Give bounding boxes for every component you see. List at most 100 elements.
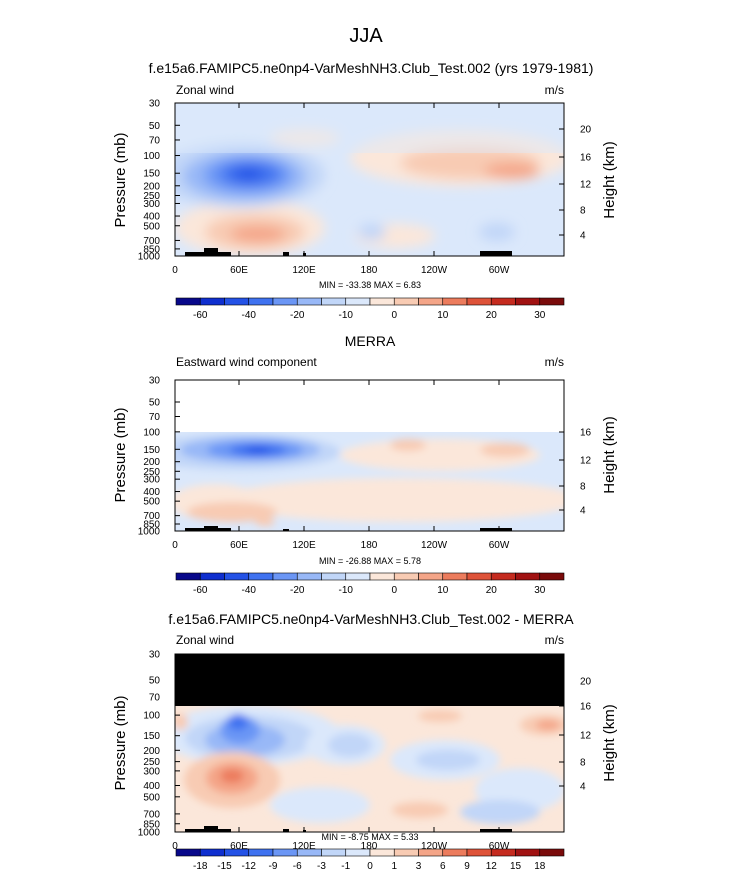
min-max-stats: MIN = -8.75 MAX = 5.33 xyxy=(321,832,418,842)
longitude-axis: 0 60E 120E 180 120W 60W xyxy=(172,103,510,276)
colorbar-box xyxy=(515,572,541,581)
min-max-stats: MIN = -26.88 MAX = 5.78 xyxy=(319,556,421,566)
contour-field xyxy=(175,706,564,832)
lon-tick-label: 180 xyxy=(361,265,378,276)
colorbar-label: -3 xyxy=(317,861,326,871)
lon-tick-label: 0 xyxy=(172,265,178,276)
colorbar-label: 20 xyxy=(486,585,498,596)
lon-tick-label: 180 xyxy=(361,540,378,551)
colorbar-box xyxy=(466,848,492,857)
colorbar-box xyxy=(296,297,322,306)
lon-tick-label: 120E xyxy=(292,265,316,276)
units-label: m/s xyxy=(545,633,564,647)
longitude-axis: 0 60E 120E 180 120W 60W xyxy=(172,654,510,852)
colorbar-label: -20 xyxy=(290,310,305,321)
colorbar-box xyxy=(272,572,298,581)
variable-label: Eastward wind component xyxy=(176,355,317,369)
height-tick-label: 12 xyxy=(580,456,592,467)
contour-field xyxy=(175,103,564,256)
colorbar-box xyxy=(224,572,250,581)
pressure-tick-label: 250 xyxy=(143,757,160,768)
colorbar-label: 0 xyxy=(391,310,397,321)
height-tick-label: 8 xyxy=(580,206,586,217)
pressure-tick-label: 150 xyxy=(143,169,160,180)
panel-difference: f.e15a6.FAMIPC5.ne0np4-VarMeshNH3.Club_T… xyxy=(112,611,618,871)
lon-tick-label: 60W xyxy=(489,841,510,852)
colorbar-box xyxy=(175,297,201,306)
colorbar-box xyxy=(175,848,201,857)
colorbar-label: -18 xyxy=(193,861,208,871)
pressure-tick-label: 850 xyxy=(143,244,160,255)
pressure-tick-label: 500 xyxy=(143,497,160,508)
pressure-tick-label: 850 xyxy=(143,520,160,531)
panel-model: f.e15a6.FAMIPC5.ne0np4-VarMeshNH3.Club_T… xyxy=(112,60,618,321)
colorbar-box xyxy=(296,572,322,581)
colorbar-box xyxy=(345,572,371,581)
colorbar-box xyxy=(490,572,516,581)
pressure-tick-label: 100 xyxy=(143,151,160,162)
colorbar-box xyxy=(418,572,444,581)
colorbar-box xyxy=(466,297,492,306)
pressure-tick-label: 400 xyxy=(143,781,160,792)
colorbar-label: 6 xyxy=(440,861,446,871)
lon-tick-label: 120E xyxy=(292,841,316,852)
topography-mask xyxy=(185,526,512,531)
colorbar-box xyxy=(369,297,395,306)
contour-field xyxy=(175,432,564,531)
lon-tick-label: 60W xyxy=(489,540,510,551)
height-tick-label: 8 xyxy=(580,758,586,769)
height-axis: 20 16 12 8 4 xyxy=(559,677,592,793)
pressure-tick-label: 70 xyxy=(149,412,161,423)
pressure-tick-label: 50 xyxy=(149,121,161,132)
lon-tick-label: 60W xyxy=(489,265,510,276)
panel-title: f.e15a6.FAMIPC5.ne0np4-VarMeshNH3.Club_T… xyxy=(168,611,574,627)
pressure-tick-label: 30 xyxy=(149,99,161,110)
colorbar-label: -6 xyxy=(293,861,302,871)
colorbar-box xyxy=(515,297,541,306)
panel-title: f.e15a6.FAMIPC5.ne0np4-VarMeshNH3.Club_T… xyxy=(149,60,594,76)
colorbar-box xyxy=(296,848,322,857)
colorbar-box xyxy=(539,297,565,306)
colorbar-label: -9 xyxy=(269,861,278,871)
pressure-tick-label: 200 xyxy=(143,746,160,757)
pressure-tick-label: 30 xyxy=(149,376,161,387)
colorbar-label: 10 xyxy=(437,585,449,596)
pressure-tick-label: 70 xyxy=(149,693,161,704)
y-axis-label: Pressure (mb) xyxy=(112,132,129,227)
pressure-tick-label: 300 xyxy=(143,199,160,210)
pressure-tick-label: 300 xyxy=(143,766,160,777)
height-tick-label: 12 xyxy=(580,180,592,191)
colorbar-label: -1 xyxy=(341,861,350,871)
lon-tick-label: 120W xyxy=(421,265,448,276)
lon-tick-label: 120E xyxy=(292,540,316,551)
colorbar-label: 30 xyxy=(534,310,546,321)
pressure-tick-label: 250 xyxy=(143,467,160,478)
colorbar-box xyxy=(321,297,347,306)
pressure-tick-label: 500 xyxy=(143,221,160,232)
pressure-tick-label: 150 xyxy=(143,445,160,456)
colorbar-label: -15 xyxy=(217,861,232,871)
colorbar: -60 -40 -20 -10 0 10 20 30 xyxy=(175,297,565,321)
colorbar-box xyxy=(490,848,516,857)
colorbar-box xyxy=(442,848,468,857)
colorbar-label: -60 xyxy=(193,585,208,596)
height-tick-label: 8 xyxy=(580,482,586,493)
colorbar-label: 18 xyxy=(534,861,546,871)
pressure-tick-label: 50 xyxy=(149,675,161,686)
colorbar-box xyxy=(466,572,492,581)
height-axis: 20 16 12 8 4 xyxy=(559,125,592,242)
panel-title: MERRA xyxy=(345,333,396,349)
pressure-tick-label: 500 xyxy=(143,792,160,803)
colorbar-label: 12 xyxy=(486,861,498,871)
variable-label: Zonal wind xyxy=(176,83,234,97)
colorbar-label: 15 xyxy=(510,861,522,871)
colorbar-box xyxy=(369,572,395,581)
masked-upper-region xyxy=(175,654,564,706)
colorbar-label: -10 xyxy=(339,310,354,321)
colorbar-box xyxy=(515,848,541,857)
colorbar-box xyxy=(345,297,371,306)
